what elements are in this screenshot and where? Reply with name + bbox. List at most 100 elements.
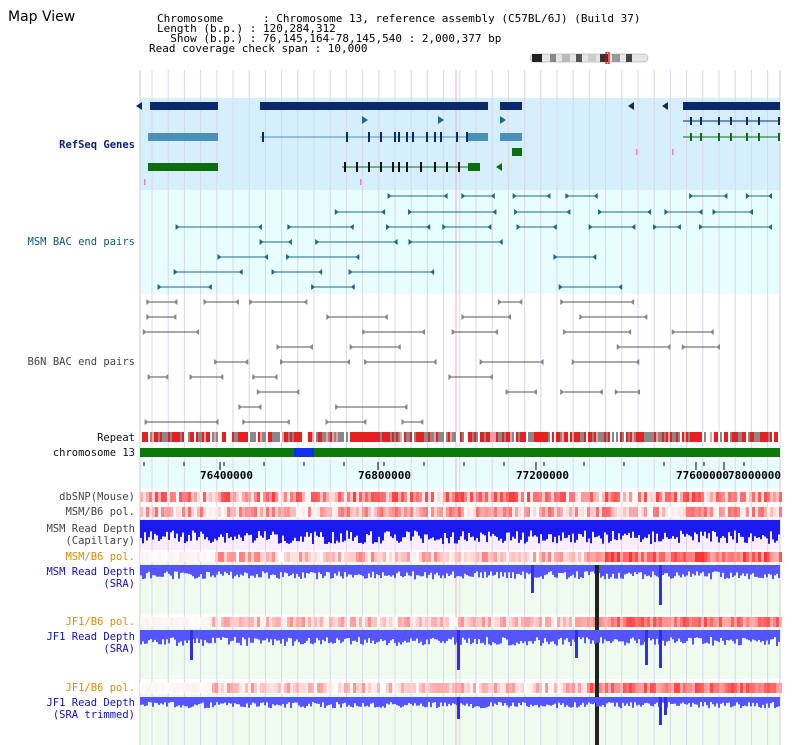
- polymorphism-cell: [179, 492, 182, 502]
- read-depth-bar: [362, 565, 364, 577]
- polymorphism-cell: [383, 552, 386, 562]
- read-depth-bar: [592, 565, 594, 572]
- read-depth-bar: [282, 697, 284, 704]
- polymorphism-cell: [479, 507, 482, 517]
- polymorphism-cell: [722, 552, 725, 562]
- chromosome-ideogram[interactable]: [528, 52, 652, 64]
- polymorphism-cell: [641, 507, 644, 517]
- read-depth-bar: [508, 565, 510, 573]
- read-depth-bar: [720, 630, 722, 638]
- polymorphism-cell: [146, 492, 149, 502]
- read-depth-bar: [234, 697, 236, 704]
- read-depth-bar: [466, 565, 468, 576]
- read-depth-bar: [278, 520, 280, 544]
- polymorphism-cell: [659, 492, 662, 502]
- read-depth-bar: [702, 520, 704, 536]
- read-depth-bar: [408, 697, 410, 704]
- read-depth-bar: [246, 630, 248, 646]
- refseq-transcript-exon: [500, 133, 522, 141]
- read-depth-bar: [656, 697, 658, 703]
- read-depth-bar: [620, 520, 622, 540]
- polymorphism-cell: [596, 492, 599, 502]
- read-depth-bar: [768, 630, 770, 645]
- polymorphism-cell: [713, 683, 716, 693]
- polymorphism-cell: [719, 617, 722, 627]
- polymorphism-cell: [269, 552, 272, 562]
- read-depth-bar: [184, 630, 186, 641]
- polymorphism-cell: [764, 492, 767, 502]
- polymorphism-cell: [173, 507, 176, 517]
- read-depth-bar: [320, 565, 322, 575]
- read-depth-bar: [644, 520, 646, 538]
- read-depth-bar: [422, 697, 424, 707]
- b6n-bac-end: [598, 389, 603, 395]
- read-depth-bar: [528, 697, 530, 707]
- read-depth-bar: [572, 630, 574, 640]
- polymorphism-cell: [536, 507, 539, 517]
- read-depth-bar: [244, 565, 246, 573]
- polymorphism-cell: [476, 492, 479, 502]
- read-depth-bar: [370, 520, 372, 532]
- repeat-segment: [634, 432, 636, 442]
- polymorphism-cell: [653, 492, 656, 502]
- polymorphism-cell: [428, 617, 431, 627]
- read-depth-bar: [362, 520, 364, 544]
- polymorphism-cell: [392, 507, 395, 517]
- repeat-segment: [754, 432, 756, 442]
- gene-marker: [360, 179, 362, 185]
- polymorphism-cell: [653, 552, 656, 562]
- msm-bac-end: [490, 193, 495, 199]
- polymorphism-cell: [188, 552, 191, 562]
- polymorphism-cell: [551, 617, 554, 627]
- polymorphism-cell: [773, 683, 776, 693]
- read-depth-bar: [540, 630, 542, 646]
- polymorphism-cell: [161, 617, 164, 627]
- read-depth-bar: [388, 697, 390, 705]
- read-depth-bar: [492, 630, 494, 643]
- read-depth-bar: [292, 697, 294, 703]
- polymorphism-cell: [473, 507, 476, 517]
- read-depth-bar: [402, 630, 404, 643]
- polymorphism-cell: [158, 683, 161, 693]
- polymorphism-cell: [629, 552, 632, 562]
- polymorphism-cell: [539, 683, 542, 693]
- polymorphism-cell: [740, 683, 743, 693]
- polymorphism-cell: [548, 552, 551, 562]
- polymorphism-cell: [737, 492, 740, 502]
- read-depth-bar: [328, 520, 330, 543]
- polymorphism-cell: [266, 492, 269, 502]
- read-depth-bar: [276, 565, 278, 578]
- repeat-segment: [760, 432, 762, 442]
- gene-arrow: [500, 116, 506, 124]
- read-depth-bar: [686, 697, 688, 705]
- read-depth-bar: [334, 697, 336, 709]
- polymorphism-cell: [485, 552, 488, 562]
- polymorphism-cell: [449, 492, 452, 502]
- read-depth-bar: [734, 520, 736, 531]
- repeat-segment: [330, 432, 332, 442]
- polymorphism-cell: [740, 617, 743, 627]
- polymorphism-cell: [272, 492, 275, 502]
- repeat-segment: [416, 432, 418, 442]
- read-depth-bar: [192, 565, 194, 577]
- polymorphism-cell: [743, 552, 746, 562]
- polymorphism-cell: [437, 683, 440, 693]
- repeat-segment: [350, 432, 352, 442]
- read-depth-bar: [472, 697, 474, 709]
- polymorphism-cell: [758, 507, 761, 517]
- polymorphism-cell: [242, 492, 245, 502]
- read-depth-bar: [598, 630, 600, 643]
- read-depth-bar: [184, 565, 186, 574]
- gene-arrow: [496, 163, 502, 171]
- read-depth-bar: [160, 630, 162, 645]
- polymorphism-cell: [698, 683, 701, 693]
- read-depth-spike: [531, 565, 534, 593]
- polymorphism-cell: [650, 552, 653, 562]
- repeat-segment: [412, 432, 414, 442]
- polymorphism-cell: [527, 683, 530, 693]
- read-depth-bar: [728, 520, 730, 533]
- b6n-bac-end: [362, 329, 367, 335]
- jf1-sra-label-1: JF1 Read Depth: [46, 631, 135, 643]
- polymorphism-cell: [392, 617, 395, 627]
